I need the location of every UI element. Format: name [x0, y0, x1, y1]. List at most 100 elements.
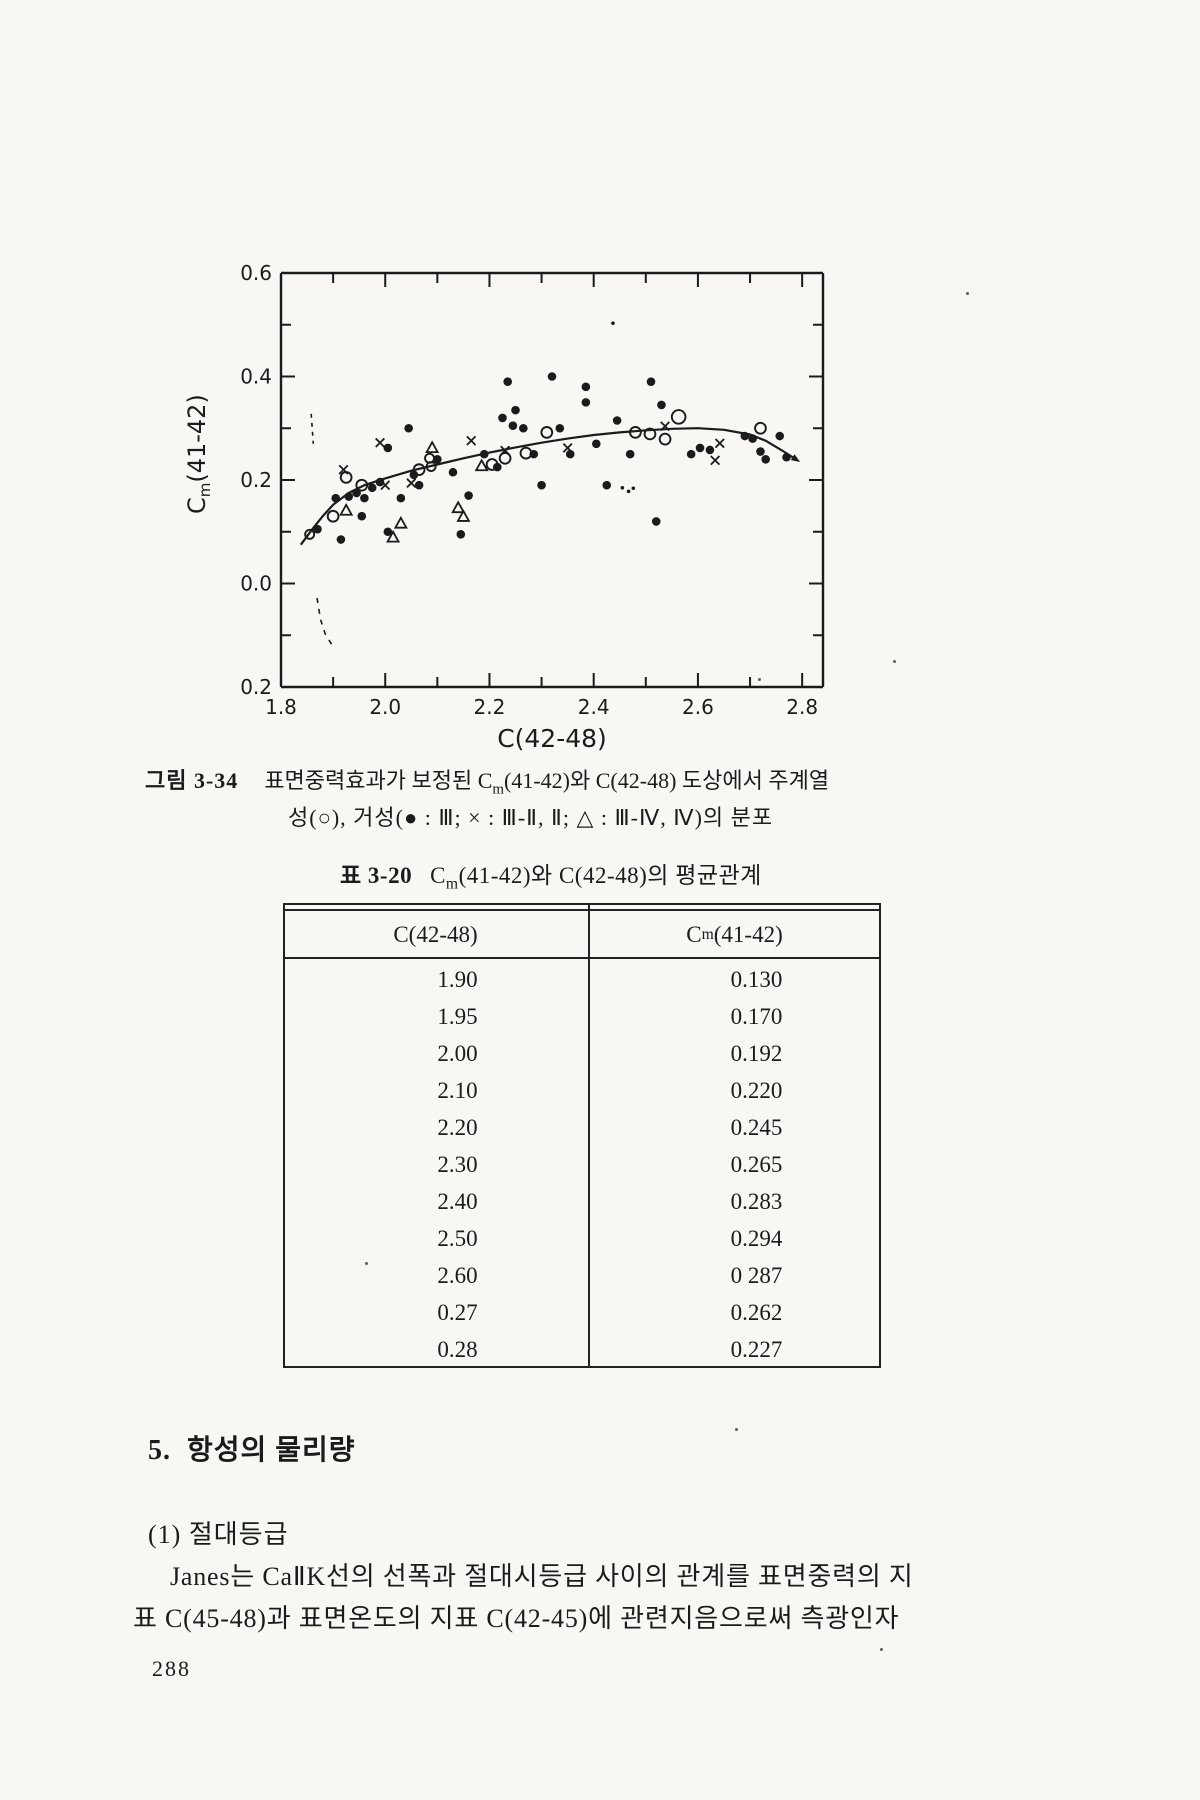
point-filled-circle	[409, 470, 419, 480]
table-header-col2-text: C	[686, 922, 702, 947]
point-open-circle	[304, 528, 316, 540]
table-right-border	[879, 903, 881, 1368]
table-cell-cm4142: 0.294	[730, 1225, 783, 1251]
point-triangle	[393, 515, 408, 529]
table-row: 2.20 0.245	[283, 1109, 881, 1146]
point-filled-circle	[479, 449, 489, 459]
point-filled-circle	[433, 455, 442, 464]
table-title-sub-m: m	[445, 875, 459, 893]
y-tick-label: 0.4	[240, 365, 272, 389]
stray-mark	[316, 597, 334, 648]
point-filled-circle	[775, 431, 785, 441]
table-left-border	[283, 903, 285, 1368]
table-row: 0.28 0.227	[283, 1331, 881, 1368]
point-filled-circle	[448, 467, 458, 477]
point-open-circle	[339, 471, 353, 484]
point-filled-circle	[547, 372, 557, 381]
point-filled-circle	[456, 530, 466, 539]
table-bottom-rule	[283, 1366, 881, 1368]
point-small-dot	[626, 489, 631, 494]
point-filled-circle	[360, 493, 369, 503]
section-title: 항성의 물리량	[187, 1435, 356, 1466]
point-cross	[500, 445, 511, 456]
point-filled-circle	[498, 413, 507, 423]
point-open-circle	[485, 458, 499, 471]
table-row: 0.27 0.262	[283, 1294, 881, 1331]
x-tick-label: 2.0	[369, 695, 401, 719]
table-cell-c4248: 2.30	[437, 1151, 478, 1177]
point-filled-circle	[756, 447, 765, 456]
point-open-circle	[643, 427, 657, 441]
figure-3-34-chart: 1.8 2.0 2.2 2.4 2.6 2.8 0.6 0.4 0.2 0.0 0.2 C(42-48…	[183, 261, 825, 753]
figure-caption-text: 표면중력효과가 보정된 C	[264, 768, 493, 793]
point-filled-circle	[555, 423, 565, 433]
y-tick-label: 0.2	[240, 468, 272, 492]
page-number: 288	[152, 1656, 191, 1681]
y-tick-label: 0.0	[240, 572, 272, 596]
point-filled-circle	[740, 431, 750, 441]
scan-speck	[893, 660, 896, 663]
point-filled-circle	[331, 493, 341, 503]
point-filled-circle	[651, 517, 661, 526]
point-open-circle	[412, 463, 426, 477]
figure-caption-sub-m: m	[492, 781, 505, 798]
point-filled-circle	[375, 477, 385, 487]
table-cell-c4248: 1.90	[437, 966, 478, 992]
point-filled-circle	[612, 416, 622, 425]
point-filled-circle	[352, 488, 361, 498]
point-triangle	[456, 509, 471, 522]
point-filled-circle	[625, 449, 635, 459]
point-filled-circle	[383, 443, 393, 453]
point-filled-circle	[537, 480, 546, 490]
point-cross	[710, 455, 721, 466]
table-cell-c4248: 2.10	[437, 1077, 478, 1103]
table-row: 2.40 0.283	[283, 1183, 881, 1220]
y-tick-label: 0.2	[240, 675, 272, 699]
y-tick-label: 0.6	[240, 261, 272, 285]
point-open-circle	[540, 426, 554, 439]
table-cell-cm4142: 0.245	[730, 1114, 783, 1140]
figure-caption-label: 그림 3-34	[145, 768, 239, 793]
point-open-circle	[498, 451, 512, 465]
table-cell-c4248: 0.27	[437, 1299, 478, 1325]
table-row: 1.90 0.130	[283, 961, 881, 998]
point-filled-circle	[761, 455, 770, 464]
point-small-dot	[631, 486, 636, 491]
table-row: 2.30 0.265	[283, 1146, 881, 1183]
point-filled-circle	[313, 524, 322, 534]
point-filled-circle	[695, 443, 705, 453]
scan-speck	[758, 678, 761, 681]
point-cross	[338, 464, 349, 475]
table-title: 표 3-20 Cm(41-42)와 C(42-48)의 평균관계	[340, 856, 762, 893]
point-filled-circle	[508, 421, 518, 430]
point-filled-circle	[748, 434, 757, 443]
point-triangle	[386, 529, 401, 543]
point-filled-circle	[367, 483, 377, 493]
table-cell-c4248: 2.50	[437, 1225, 478, 1251]
point-triangle	[474, 458, 489, 472]
table-cell-cm4142: 0.130	[730, 966, 783, 992]
table-row: 2.10 0.220	[283, 1072, 881, 1109]
table-row: 2.50 0.294	[283, 1220, 881, 1257]
figure-caption-line2: 성(○), 거성(● : Ⅲ; × : Ⅲ-Ⅱ, Ⅱ; △ : Ⅲ-Ⅳ, Ⅳ)의…	[288, 805, 774, 830]
table-cell-c4248: 0.28	[437, 1336, 478, 1362]
table-cell-c4248: 1.95	[437, 1003, 478, 1029]
table-cell-c4248: 2.20	[437, 1114, 478, 1140]
point-triangle	[425, 440, 440, 454]
table-cell-cm4142: 0.192	[730, 1040, 783, 1066]
figure-caption: 그림 3-34 표면중력효과가 보정된 Cm(41-42)와 C(42-48) 도…	[145, 766, 1065, 798]
point-filled-circle	[414, 480, 424, 490]
section-heading: 5. 항성의 물리량	[148, 1428, 356, 1468]
table-cell-c4248: 2.60	[437, 1262, 478, 1288]
x-tick-label: 1.8	[265, 695, 297, 719]
point-small-dot	[611, 321, 615, 325]
point-filled-circle	[581, 398, 591, 407]
table-cell-cm4142: 0.227	[730, 1336, 783, 1362]
point-filled-circle	[602, 480, 612, 490]
y-axis-label: Cm(41-42)	[183, 394, 214, 514]
point-open-circle	[519, 446, 533, 460]
table-row: 1.95 0.170	[283, 998, 881, 1035]
